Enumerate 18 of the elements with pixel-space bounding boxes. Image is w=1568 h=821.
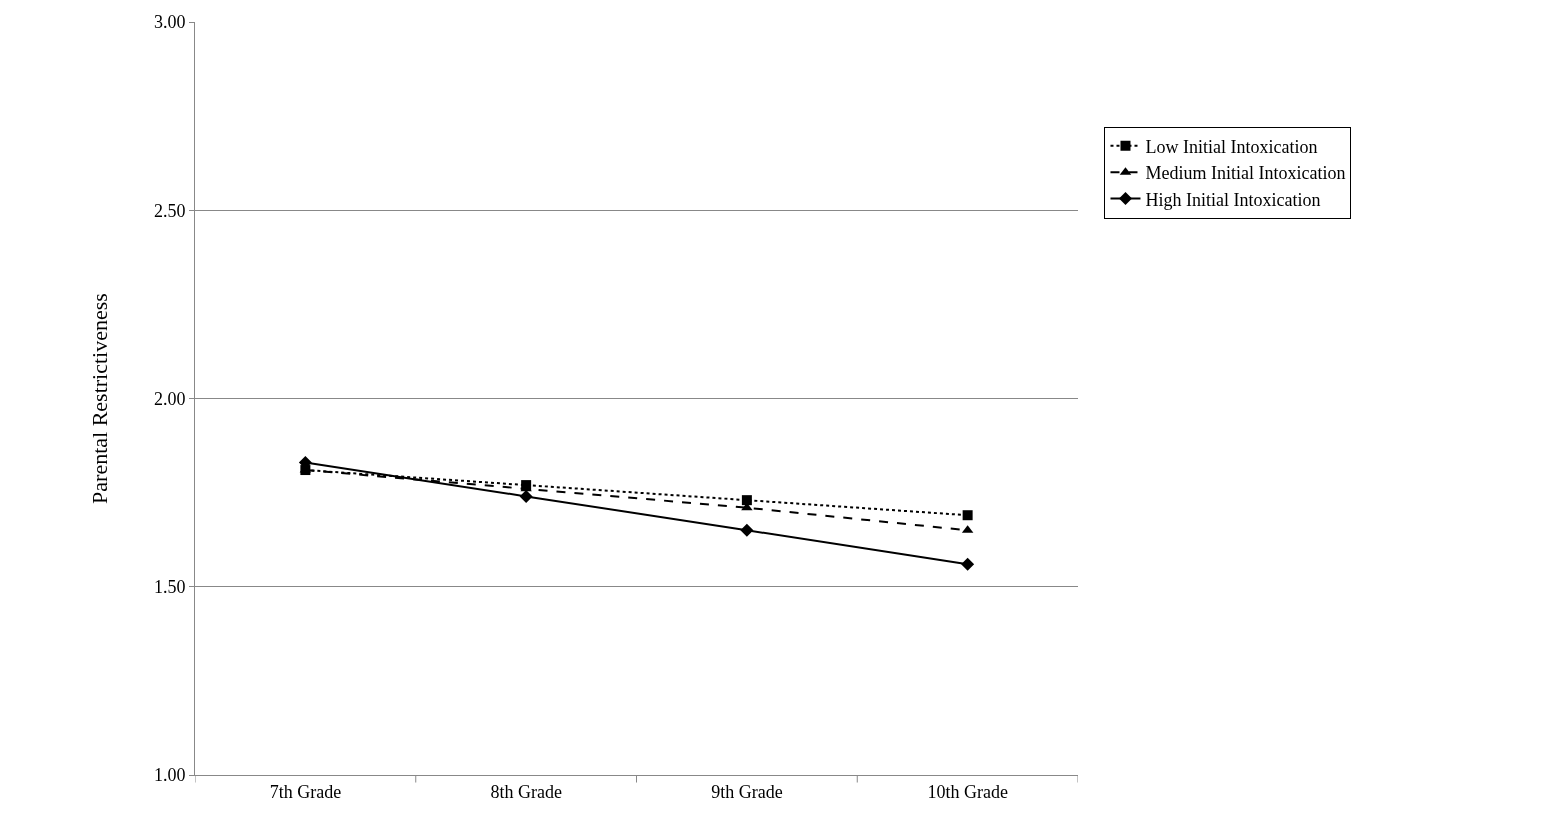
point	[962, 510, 973, 521]
legend-label: High Initial Intoxication	[1145, 189, 1321, 210]
y-tick-label: 1.00	[153, 765, 186, 786]
point	[741, 495, 752, 506]
y-tick-label: 2.00	[153, 388, 186, 409]
point	[740, 523, 754, 537]
y-tick-label: 2.50	[153, 200, 186, 221]
y-tick-label: 3.00	[153, 12, 186, 33]
y-tick-label: 1.50	[153, 577, 186, 598]
legend-label: Medium Initial Intoxication	[1145, 163, 1346, 184]
x-tick-label: 8th Grade	[490, 781, 562, 802]
point	[961, 557, 975, 571]
legend-label: Low Initial Intoxication	[1145, 136, 1318, 157]
x-tick-label: 10th Grade	[927, 781, 1008, 802]
y-axis-title: Parental Restrictiveness	[86, 293, 112, 504]
point	[519, 489, 533, 503]
x-tick-label: 9th Grade	[711, 781, 783, 802]
x-tick-label: 7th Grade	[269, 781, 342, 802]
